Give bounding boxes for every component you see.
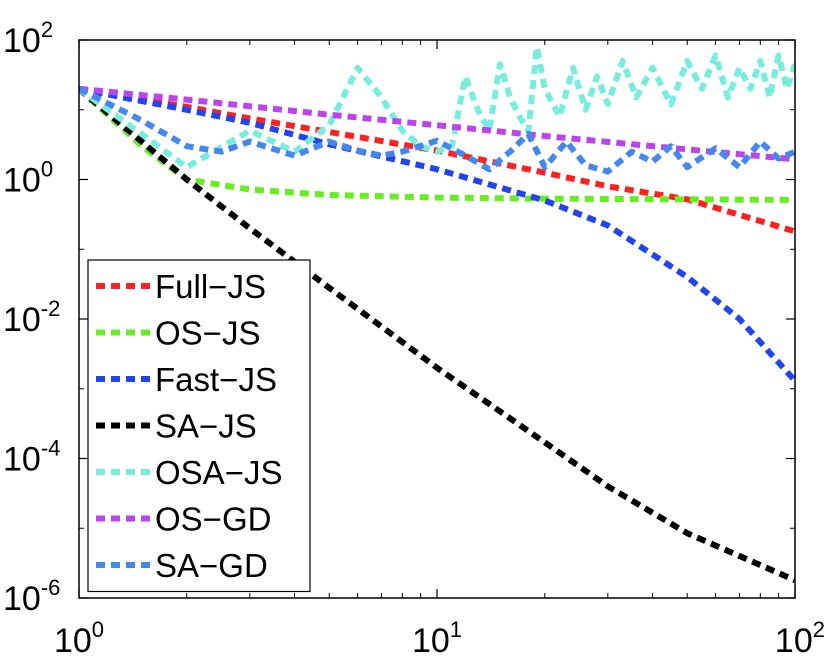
y-tick-label: 100 <box>3 157 53 200</box>
series-layer <box>79 43 795 583</box>
legend-label: Fast−JS <box>155 361 277 398</box>
x-tick-label: 101 <box>412 617 462 660</box>
y-tick-label: 102 <box>3 17 53 60</box>
legend-label: OS−JS <box>155 315 260 352</box>
legend-label: Full−JS <box>155 268 266 305</box>
series-line-fast-js <box>79 85 795 383</box>
legend-label: OSA−JS <box>155 454 282 491</box>
y-tick-label: 10-6 <box>3 575 60 618</box>
legend-label: SA−GD <box>155 547 268 584</box>
legend-box <box>87 259 311 593</box>
x-tick-label: 102 <box>775 617 825 660</box>
series-line-os-gd <box>79 85 795 163</box>
series-line-sa-js <box>79 86 795 583</box>
series-line-osa-js <box>79 43 795 171</box>
x-tick-label: 100 <box>54 617 104 660</box>
legend: Full−JS OS−JS Fast−JS SA−JS OSA−JS OS−GD SA−GD <box>87 259 311 593</box>
ticks-layer: 100 101 102 102 100 10-2 10-4 10-6 <box>3 17 825 660</box>
y-tick-label: 10-2 <box>3 296 60 339</box>
legend-label: OS−GD <box>155 501 271 538</box>
y-tick-label: 10-4 <box>3 436 60 479</box>
series-line-sa-gd <box>79 86 795 175</box>
legend-label: SA−JS <box>155 408 257 445</box>
